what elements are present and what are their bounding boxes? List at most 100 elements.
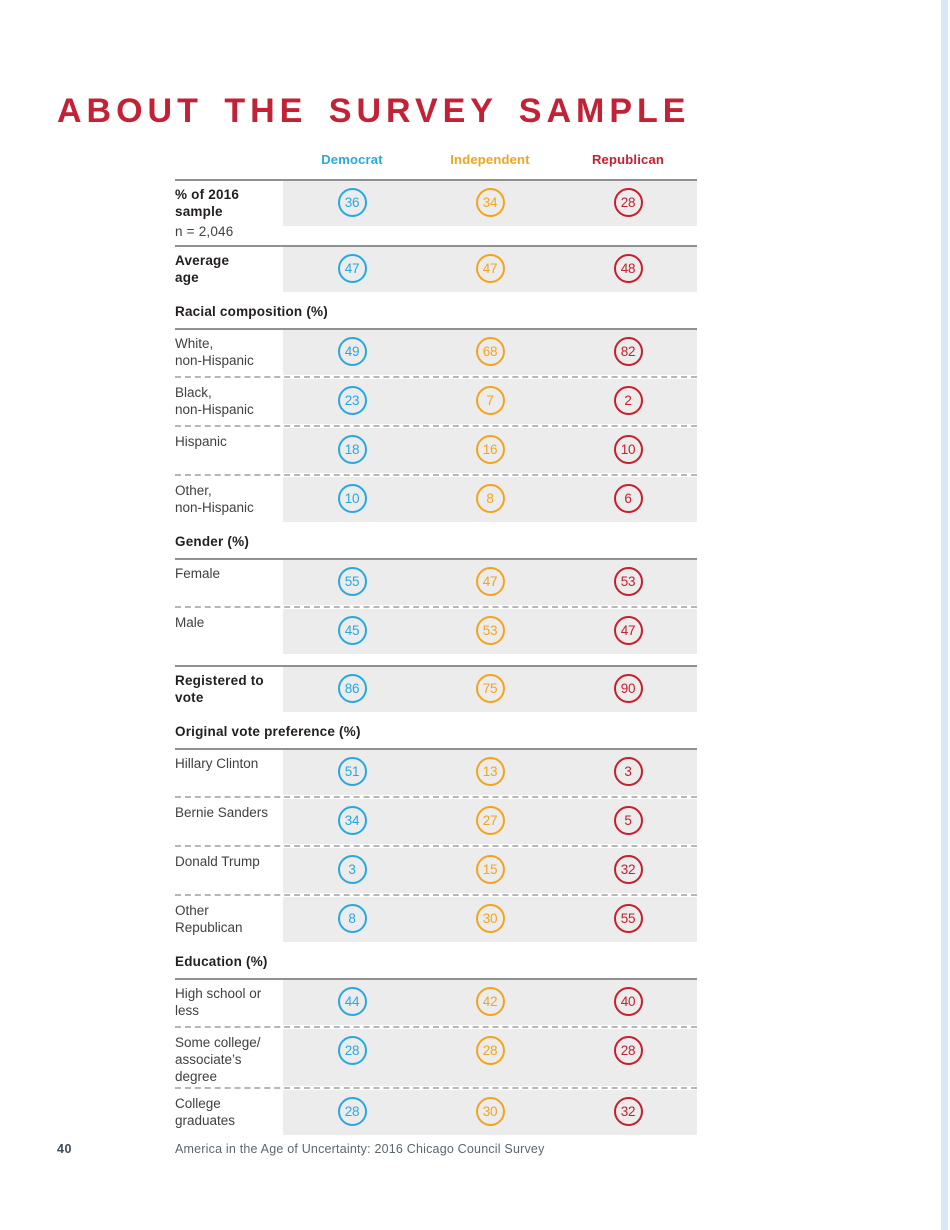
value-circle: 55	[337, 567, 367, 596]
row-label-line: non-Hispanic	[175, 353, 254, 368]
value-circle: 53	[613, 567, 643, 596]
value-cell: 47	[421, 247, 559, 292]
row-values: 47 47 48	[283, 247, 697, 292]
value-circle: 27	[475, 806, 505, 835]
row-values: 28 28 28	[283, 1029, 697, 1086]
value-circle: 53	[475, 616, 505, 645]
value-circle: 51	[337, 757, 367, 786]
table-row-high-school-or-less: High school or less 44 42 40	[175, 980, 697, 1025]
value-cell: 10	[559, 428, 697, 473]
value-cell: 23	[283, 379, 421, 424]
value-circle: 55	[613, 904, 643, 933]
row-values: 18 16 10	[283, 428, 697, 473]
value-circle: 32	[613, 855, 643, 884]
value-circle: 3	[337, 855, 367, 884]
dashed-separator	[175, 375, 697, 379]
table-row-white-non-hispanic: White, non-Hispanic 49 68 82	[175, 330, 697, 375]
value-circle: 40	[613, 987, 643, 1016]
value-cell: 51	[283, 750, 421, 795]
row-label: Black, non-Hispanic	[175, 379, 283, 424]
value-circle: 42	[475, 987, 505, 1016]
row-label-line: Donald Trump	[175, 854, 260, 869]
row-label-line: associate’s	[175, 1052, 242, 1067]
value-cell: 27	[421, 799, 559, 844]
row-label-line: vote	[175, 690, 204, 705]
value-circle: 49	[337, 337, 367, 366]
row-values: 3 15 32	[283, 848, 697, 893]
row-label: Other Republican	[175, 897, 283, 942]
row-label: Average age	[175, 247, 283, 292]
value-cell: 3	[283, 848, 421, 893]
section-divider-line	[175, 328, 697, 330]
row-label: Male	[175, 609, 283, 654]
value-cell: 90	[559, 667, 697, 712]
row-values: 8 30 55	[283, 897, 697, 942]
row-label: Donald Trump	[175, 848, 283, 893]
value-cell: 15	[421, 848, 559, 893]
table-row-hillary-clinton: Hillary Clinton 51 13 3	[175, 750, 697, 795]
table-row-average-age: Average age 47 47 48	[175, 247, 697, 292]
value-cell: 28	[559, 181, 697, 226]
row-values: 23 7 2	[283, 379, 697, 424]
section-header: Gender (%)	[175, 534, 250, 549]
value-circle: 16	[475, 435, 505, 464]
table-row-other-non-hispanic: Other, non-Hispanic 10 8 6	[175, 477, 697, 522]
value-cell: 10	[283, 477, 421, 522]
row-values: 55 47 53	[283, 560, 697, 605]
value-cell: 44	[283, 980, 421, 1025]
value-circle: 6	[613, 484, 643, 513]
section-divider-line	[175, 665, 697, 667]
section-divider-line	[175, 748, 697, 750]
row-label: Some college/associate’s degree	[175, 1029, 283, 1086]
row-label-line: age	[175, 270, 199, 285]
section-header: Education (%)	[175, 954, 268, 969]
value-cell: 34	[421, 181, 559, 226]
value-cell: 13	[421, 750, 559, 795]
dashed-line	[175, 474, 697, 476]
value-cell: 28	[421, 1029, 559, 1086]
row-label-line: sample	[175, 204, 223, 219]
value-cell: 75	[421, 667, 559, 712]
row-label-line: graduates	[175, 1113, 236, 1128]
value-circle: 34	[337, 806, 367, 835]
column-headers: Democrat Independent Republican	[283, 152, 697, 179]
page-title: ABOUT THE SURVEY SAMPLE	[57, 92, 691, 130]
value-cell: 6	[559, 477, 697, 522]
row-values: 28 30 32	[283, 1090, 697, 1135]
dashed-separator	[175, 424, 697, 428]
dashed-separator	[175, 1025, 697, 1029]
value-circle: 45	[337, 616, 367, 645]
row-values: 34 27 5	[283, 799, 697, 844]
table-row-black-non-hispanic: Black, non-Hispanic 23 7 2	[175, 379, 697, 424]
value-circle: 47	[475, 254, 505, 283]
row-sublabel-line: n = 2,046	[175, 224, 234, 239]
dashed-separator	[175, 795, 697, 799]
column-header-independent: Independent	[450, 152, 530, 167]
table-row-hispanic: Hispanic 18 16 10	[175, 428, 697, 473]
value-cell: 5	[559, 799, 697, 844]
value-cell: 2	[559, 379, 697, 424]
value-circle: 47	[475, 567, 505, 596]
value-cell: 42	[421, 980, 559, 1025]
row-values: 36 34 28	[283, 181, 697, 226]
value-circle: 10	[613, 435, 643, 464]
value-cell: 53	[421, 609, 559, 654]
section-header: Racial composition (%)	[175, 304, 328, 319]
row-label-line: less	[175, 1003, 200, 1018]
row-label-line: Male	[175, 615, 205, 630]
row-label-line: Black,	[175, 385, 212, 400]
value-cell: 68	[421, 330, 559, 375]
section-divider-line	[175, 558, 697, 560]
table-row-college-graduates: College graduates 28 30 32	[175, 1090, 697, 1135]
value-cell: 28	[559, 1029, 697, 1086]
row-label: Registered to vote	[175, 667, 283, 712]
value-cell: 82	[559, 330, 697, 375]
dashed-separator	[175, 605, 697, 609]
row-values: 49 68 82	[283, 330, 697, 375]
row-label-line: Average	[175, 253, 230, 268]
value-circle: 7	[475, 386, 505, 415]
table-row-registered-to-vote: Registered to vote 86 75 90	[175, 667, 697, 712]
survey-sample-table: Democrat Independent Republican % of 2016 s…	[175, 152, 697, 1135]
table-row-donald-trump: Donald Trump 3 15 32	[175, 848, 697, 893]
